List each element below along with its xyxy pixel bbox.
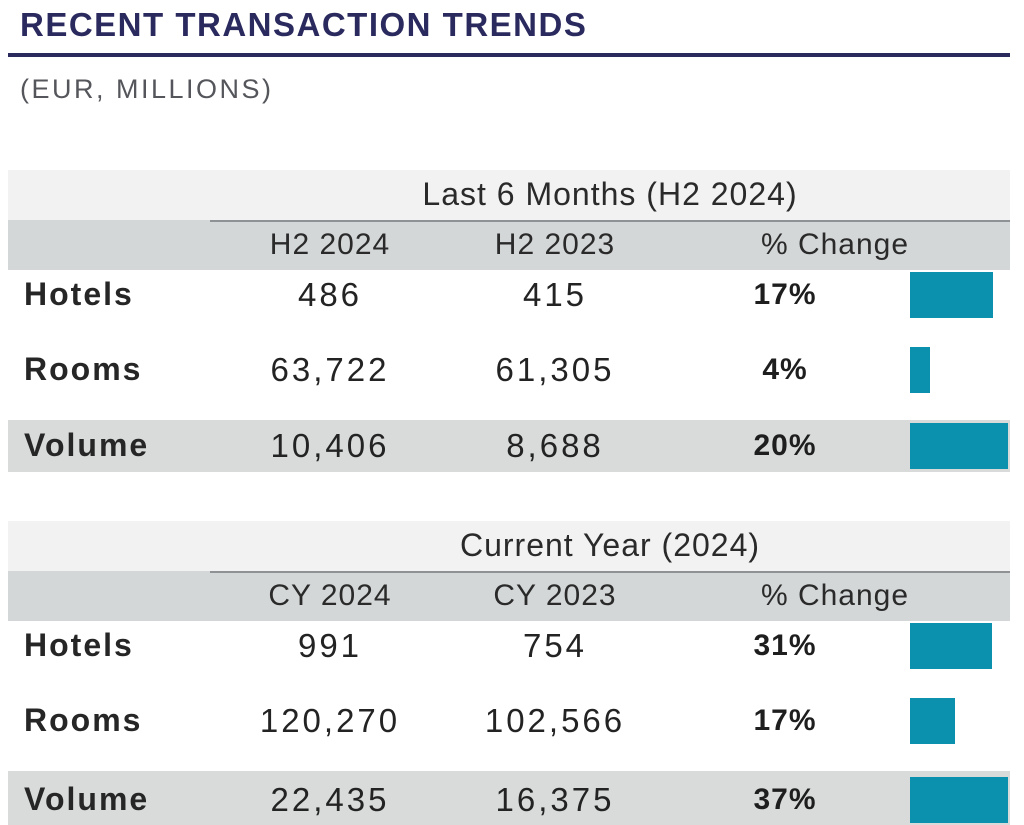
table-row-rooms: Rooms 120,270 102,566 17%: [8, 696, 1010, 746]
pct-change-bar: [910, 622, 992, 669]
row-label: Volume: [24, 427, 150, 464]
value-current: 991: [297, 626, 363, 664]
table-row-rooms: Rooms 63,722 61,305 4%: [8, 345, 1010, 395]
table-last-6-months: Last 6 Months (H2 2024) H2 2024 H2 2023 …: [8, 169, 1010, 472]
table-title: Current Year (2024): [459, 527, 761, 564]
column-header-current-period: CY 2024: [268, 578, 392, 612]
table-row-volume: Volume 22,435 16,375 37%: [8, 770, 1010, 825]
value-pct-change: 17%: [753, 277, 817, 311]
units-subtitle: (EUR, MILLIONS): [20, 74, 274, 105]
column-header-current-period: H2 2024: [269, 227, 391, 261]
bar-cell: [910, 271, 1010, 318]
value-pct-change: 37%: [753, 782, 817, 816]
value-prior: 102,566: [484, 701, 626, 739]
pct-change-bar: [910, 422, 1008, 469]
value-current: 22,435: [270, 780, 390, 818]
row-label: Hotels: [24, 627, 134, 664]
table-row-hotels: Hotels 991 754 31%: [8, 621, 1010, 671]
column-header-pct-change: % Change: [760, 578, 910, 612]
table-row-volume: Volume 10,406 8,688 20%: [8, 419, 1010, 472]
value-current: 486: [297, 275, 363, 313]
table-title: Last 6 Months (H2 2024): [422, 176, 798, 213]
value-prior: 8,688: [506, 426, 604, 464]
row-label: Hotels: [24, 276, 134, 313]
row-label: Volume: [24, 781, 150, 818]
table-title-band: Last 6 Months (H2 2024): [8, 169, 1010, 220]
table-title-band: Current Year (2024): [8, 520, 1010, 571]
row-label: Rooms: [24, 702, 143, 739]
bar-cell: [910, 622, 1010, 669]
column-header-prior-period: CY 2023: [493, 578, 617, 612]
bar-cell: [910, 776, 1010, 823]
value-pct-change: 31%: [753, 628, 817, 662]
value-prior: 415: [522, 275, 588, 313]
column-header-pct-change: % Change: [760, 227, 910, 261]
value-current: 63,722: [270, 350, 390, 388]
page-title: RECENT TRANSACTION TRENDS: [20, 6, 588, 43]
bar-cell: [910, 422, 1010, 469]
value-pct-change: 20%: [753, 428, 817, 462]
table-header-row: CY 2024 CY 2023 % Change: [8, 570, 1010, 621]
value-current: 10,406: [270, 426, 390, 464]
table-row-hotels: Hotels 486 415 17%: [8, 270, 1010, 320]
value-prior: 754: [522, 626, 588, 664]
pct-change-bar: [910, 776, 1008, 823]
value-current: 120,270: [259, 701, 401, 739]
value-prior: 16,375: [495, 780, 615, 818]
bar-cell: [910, 697, 1010, 744]
table-header-row: H2 2024 H2 2023 % Change: [8, 219, 1010, 270]
title-underline: [8, 53, 1010, 58]
row-label: Rooms: [24, 351, 143, 388]
value-prior: 61,305: [495, 350, 615, 388]
column-header-prior-period: H2 2023: [494, 227, 616, 261]
value-pct-change: 4%: [762, 352, 808, 386]
table-current-year: Current Year (2024) CY 2024 CY 2023 % Ch…: [8, 520, 1010, 825]
pct-change-bar: [910, 697, 955, 744]
pct-change-bar: [910, 346, 930, 393]
value-pct-change: 17%: [753, 703, 817, 737]
bar-cell: [910, 346, 1010, 393]
pct-change-bar: [910, 271, 993, 318]
